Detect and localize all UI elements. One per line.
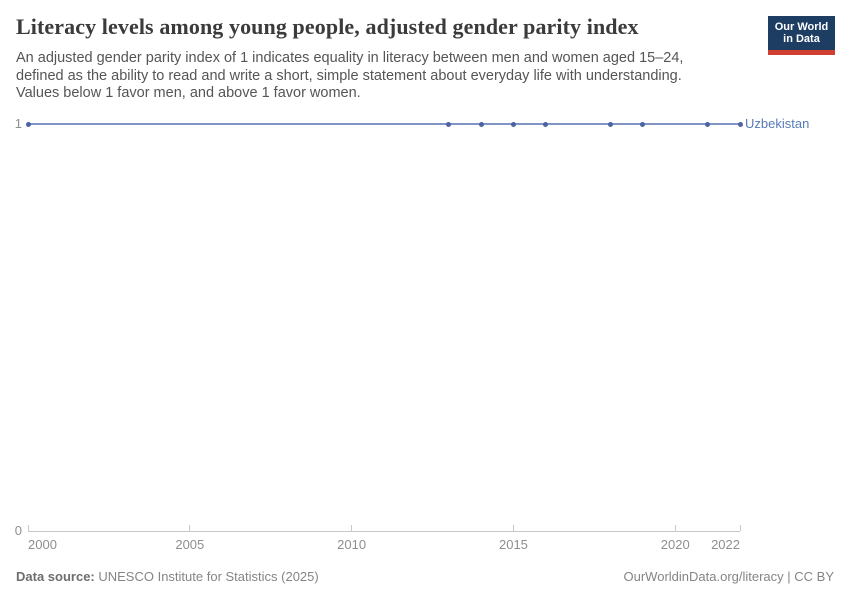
x-axis-tick	[739, 525, 741, 531]
x-axis-tick	[27, 525, 29, 531]
x-axis-tick	[674, 525, 676, 531]
owid-logo-line2: in Data	[783, 33, 820, 45]
y-axis-tick-label: 1	[14, 116, 22, 131]
data-point[interactable]	[25, 121, 31, 127]
data-source-note: Data source: UNESCO Institute for Statis…	[16, 569, 319, 584]
chart-footer: Data source: UNESCO Institute for Statis…	[16, 569, 834, 584]
chart-title: Literacy levels among young people, adju…	[16, 14, 639, 39]
data-point[interactable]	[705, 121, 711, 127]
series-line[interactable]	[28, 123, 740, 125]
x-axis-tick-label: 2015	[498, 537, 528, 552]
entity-label[interactable]: Uzbekistan	[745, 116, 810, 131]
x-axis-tick	[512, 525, 514, 531]
data-point[interactable]	[737, 121, 743, 127]
subtitle-line-3: Values below 1 favor men, and above 1 fa…	[16, 85, 361, 101]
x-axis-tick-label: 2020	[660, 537, 690, 552]
data-point[interactable]	[543, 121, 549, 127]
data-point[interactable]	[640, 121, 646, 127]
x-axis-tick-label: 2000	[28, 537, 57, 552]
data-source-value: UNESCO Institute for Statistics (2025)	[94, 569, 319, 584]
x-axis-tick-label: 2010	[337, 537, 367, 552]
x-axis-line	[28, 531, 740, 532]
subtitle-line-2: defined as the ability to read and write…	[16, 67, 682, 84]
data-point[interactable]	[478, 121, 484, 127]
owid-logo-red-stripe	[768, 50, 835, 55]
owid-logo[interactable]: Our World in Data	[768, 16, 835, 55]
subtitle-line-1: An adjusted gender parity index of 1 ind…	[16, 50, 684, 66]
x-axis-tick-label: 2022	[711, 537, 740, 552]
owid-logo-line1: Our World	[774, 21, 829, 33]
y-axis-tick-label: 0	[14, 523, 22, 538]
x-axis-tick	[189, 525, 191, 531]
footer-attribution[interactable]: OurWorldinData.org/literacy | CC BY	[623, 569, 834, 584]
chart-subtitle: An adjusted gender parity index of 1 ind…	[16, 50, 683, 103]
data-point[interactable]	[446, 121, 452, 127]
owid-logo-box: Our World in Data	[768, 16, 835, 50]
x-axis-tick-label: 2005	[175, 537, 205, 552]
x-axis-tick	[351, 525, 353, 531]
data-point[interactable]	[608, 121, 614, 127]
data-source-label: Data source:	[16, 569, 95, 584]
data-point[interactable]	[510, 121, 516, 127]
